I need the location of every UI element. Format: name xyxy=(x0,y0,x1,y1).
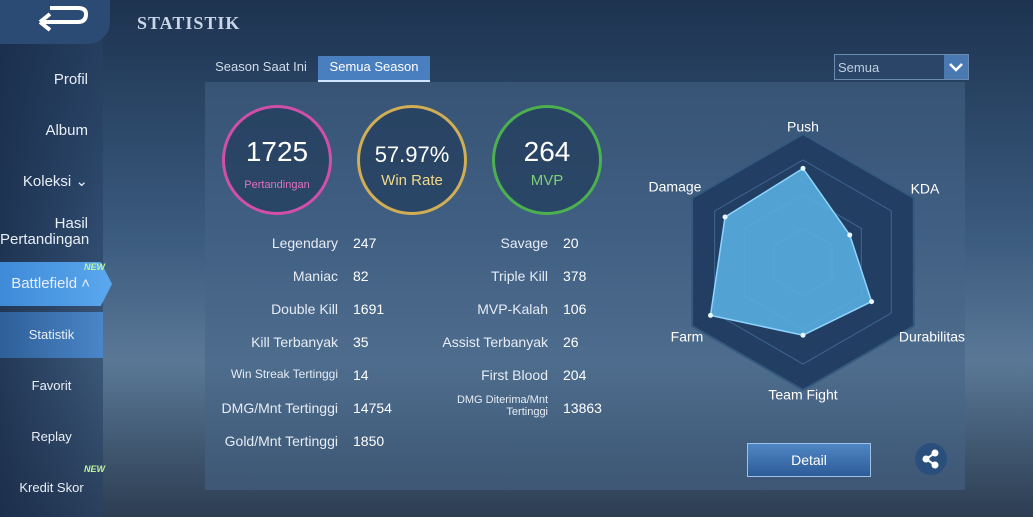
stat-value: 1691 xyxy=(353,301,385,317)
sidebar xyxy=(0,0,103,517)
stat-value: 204 xyxy=(563,367,587,383)
stat-value: 14754 xyxy=(353,400,392,416)
radar-axis-label: Damage xyxy=(649,179,702,195)
season-tab[interactable]: Season Saat Ini xyxy=(215,59,307,74)
active-item-bg[interactable] xyxy=(0,262,112,306)
stat-value: 378 xyxy=(563,268,587,284)
radar-axis-label: KDA xyxy=(911,181,940,197)
summary-label: MVP xyxy=(530,172,564,189)
menu-item[interactable]: Battlefield ˄ xyxy=(11,275,90,292)
summary-circle: 57.97% Win Rate xyxy=(357,105,467,215)
radar-vertex xyxy=(869,299,875,305)
stat-label: Gold/Mnt Tertinggi xyxy=(224,433,338,449)
stat-value: 82 xyxy=(353,268,369,284)
summary-label: Win Rate xyxy=(381,172,443,189)
stat-label: DMG/Mnt Tertinggi xyxy=(221,400,338,416)
dropdown[interactable]: Semua xyxy=(834,54,969,80)
radar-ring xyxy=(714,159,892,365)
stat-label: Legendary xyxy=(271,235,338,251)
active-sub-bg[interactable] xyxy=(0,312,103,358)
radar-axis-label: Push xyxy=(787,119,819,135)
summary-circle: 264 MVP xyxy=(492,105,602,215)
season-tab[interactable]: Semua Season xyxy=(318,56,430,82)
stat-label: Win Streak Tertinggi xyxy=(230,367,338,381)
menu-item[interactable]: Replay xyxy=(31,429,72,444)
radar-axis-label: Farm xyxy=(671,329,704,345)
stat-value: 14 xyxy=(353,367,369,383)
stat-value: 247 xyxy=(353,235,377,251)
stat-value: 1850 xyxy=(353,433,385,449)
summary-circle: 1725 Pertandingan xyxy=(222,105,332,215)
stat-label: Double Kill xyxy=(271,301,338,317)
stat-label: First Blood xyxy=(481,367,548,383)
radar-vertex xyxy=(708,312,714,318)
summary-label: Pertandingan xyxy=(244,179,310,191)
menu-item[interactable]: Album xyxy=(45,122,88,139)
stat-label: Assist Terbanyak xyxy=(442,334,548,350)
stat-value: 13863 xyxy=(563,400,602,416)
share-button[interactable] xyxy=(915,443,947,475)
stat-label: DMG Diterima/Mnt Tertinggi xyxy=(456,394,548,418)
summary-value: 1725 xyxy=(245,136,309,167)
menu-item[interactable]: Statistik xyxy=(28,327,75,342)
stat-value: 106 xyxy=(563,301,587,317)
share-icon xyxy=(922,449,939,469)
stat-value: 26 xyxy=(563,334,579,350)
menu-item[interactable]: Profil xyxy=(53,71,88,88)
arrow-icon xyxy=(949,63,963,72)
back-button[interactable] xyxy=(0,0,110,44)
menu-item[interactable]: Kredit Skor xyxy=(19,480,84,495)
summary-value: 57.97% xyxy=(374,142,450,167)
radar-vertex xyxy=(800,332,806,338)
stat-label: Savage xyxy=(500,235,548,251)
back-icon xyxy=(38,6,89,32)
stat-value: 35 xyxy=(353,334,369,350)
stat-label: Kill Terbanyak xyxy=(251,334,338,350)
stat-label: Maniac xyxy=(292,268,338,284)
header-title: STATISTIK xyxy=(137,13,241,33)
menu-item[interactable]: Favorit xyxy=(31,378,72,393)
radar-chart: Push KDA Durabilitas Team Fight Farm Damage xyxy=(649,119,965,403)
summary-value: 264 xyxy=(523,136,571,167)
detail-button[interactable]: Detail xyxy=(747,443,871,477)
new-badge: NEW xyxy=(84,464,105,474)
stat-value: 20 xyxy=(563,235,579,251)
dropdown-label: Semua xyxy=(838,60,880,75)
menu-item[interactable]: Hasil Pertandingan xyxy=(0,215,90,248)
radar-vertex xyxy=(722,214,728,220)
menu-item[interactable]: Koleksi ⌄ xyxy=(22,173,88,190)
radar-vertex xyxy=(847,232,853,238)
new-badge: NEW xyxy=(84,262,105,272)
dropdown-arrow xyxy=(944,55,968,79)
stat-label: Triple Kill xyxy=(490,268,548,284)
radar-axis-label: Durabilitas xyxy=(899,329,965,345)
radar-axis-label: Team Fight xyxy=(768,387,837,403)
stat-label: MVP-Kalah xyxy=(477,301,548,317)
radar-vertex xyxy=(800,165,806,171)
